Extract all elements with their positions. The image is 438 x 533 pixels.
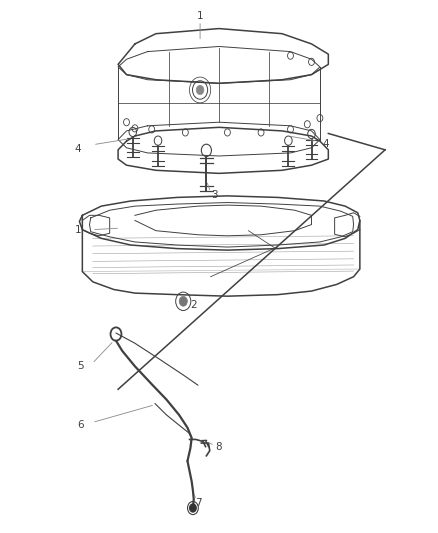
Text: 4: 4 xyxy=(75,144,81,154)
Text: 6: 6 xyxy=(77,420,84,430)
Text: 1: 1 xyxy=(75,224,81,235)
Text: 2: 2 xyxy=(191,300,197,310)
Circle shape xyxy=(179,296,187,306)
Text: 1: 1 xyxy=(197,11,203,21)
Text: 7: 7 xyxy=(194,498,201,508)
Text: 3: 3 xyxy=(212,190,218,200)
Circle shape xyxy=(190,504,196,512)
Circle shape xyxy=(196,85,204,94)
Text: 4: 4 xyxy=(323,139,329,149)
Text: 8: 8 xyxy=(215,442,223,451)
Text: 5: 5 xyxy=(77,361,84,372)
